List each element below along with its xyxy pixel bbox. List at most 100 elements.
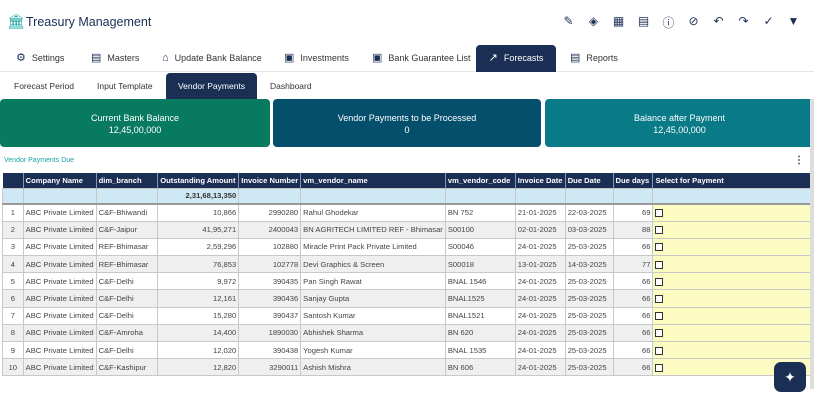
select-cell[interactable]: [652, 220, 814, 239]
cell: BN 606: [444, 358, 516, 377]
table-row[interactable]: 8 ABC Private Limited C&F-Amroha 14,400 1890…: [2, 323, 814, 343]
select-for-payment-checkbox[interactable]: [655, 226, 664, 235]
column-header[interactable]: [2, 173, 24, 188]
subtab-dashboard[interactable]: Dashboard: [270, 81, 312, 91]
select-for-payment-checkbox[interactable]: [655, 243, 664, 252]
select-for-payment-checkbox[interactable]: [655, 295, 664, 304]
cell: 2400043: [238, 220, 302, 239]
card-value: 12,45,00,000: [653, 125, 706, 135]
info-icon[interactable]: ⓘ: [662, 16, 675, 30]
select-cell[interactable]: [652, 306, 814, 325]
cell: BNAL 1535: [444, 340, 516, 360]
total-cell: [22, 187, 97, 205]
cell: ABC Private Limited: [22, 289, 97, 308]
cell: REF-Bhimasar: [95, 237, 159, 257]
card-label: Vendor Payments to be Processed: [337, 113, 477, 123]
table-row[interactable]: 2 ABC Private Limited C&F-Jaipur 41,95,271 2…: [2, 220, 814, 239]
hide-icon[interactable]: ⊘: [688, 14, 699, 28]
cell: 10,866: [157, 203, 240, 222]
table-row[interactable]: 6 ABC Private Limited C&F-Delhi 12,161 39043…: [2, 289, 814, 308]
tab-settings[interactable]: ⚙ Settings: [8, 45, 72, 72]
column-header[interactable]: Company Name: [23, 173, 97, 188]
subtab-vendor-payments[interactable]: Vendor Payments: [166, 73, 257, 99]
cell: 25-03-2025: [564, 323, 614, 343]
total-amount: 2,31,68,13,350: [157, 187, 240, 205]
select-cell[interactable]: [652, 237, 814, 257]
ai-assistant-button[interactable]: ✦: [774, 362, 806, 392]
column-header[interactable]: Select for Payment: [652, 173, 814, 188]
undo-icon[interactable]: ↶: [713, 14, 724, 28]
calculator-icon[interactable]: ▦: [612, 14, 625, 28]
cell: ABC Private Limited: [22, 323, 97, 343]
edit-icon[interactable]: ✎: [563, 14, 574, 28]
cell: 24-01-2025: [514, 272, 566, 291]
table-row[interactable]: 4 ABC Private Limited REF-Bhimasar 76,853 10…: [2, 255, 814, 274]
total-cell: [564, 187, 614, 205]
tab-bank-guarantee-list[interactable]: ▣ Bank Guarantee List: [364, 45, 478, 72]
cell: ABC Private Limited: [22, 220, 97, 239]
select-cell[interactable]: [652, 323, 814, 343]
column-header[interactable]: Invoice Date: [515, 173, 566, 188]
scrollbar[interactable]: [810, 99, 814, 389]
cell: BN 752: [444, 203, 516, 222]
cell: C&F-Bhiwandi: [95, 203, 159, 222]
check-icon[interactable]: ✓: [763, 14, 774, 28]
select-cell[interactable]: [652, 203, 814, 222]
cell: 88: [612, 220, 654, 239]
select-cell[interactable]: [652, 255, 814, 274]
select-cell[interactable]: [652, 289, 814, 308]
cell: S00046: [444, 237, 516, 257]
redo-icon[interactable]: ↷: [738, 14, 749, 28]
cell: ABC Private Limited: [22, 306, 97, 325]
tab-forecasts[interactable]: ↗ Forecasts: [476, 45, 556, 72]
select-for-payment-checkbox[interactable]: [655, 363, 664, 372]
row-number: 3: [2, 237, 24, 257]
select-cell[interactable]: [652, 340, 814, 360]
layers-icon[interactable]: ◈: [588, 14, 599, 28]
cell: 24-01-2025: [514, 289, 566, 308]
select-for-payment-checkbox[interactable]: [655, 329, 664, 338]
row-number: 10: [2, 358, 24, 377]
cell: 14,400: [157, 323, 240, 343]
copy-icon[interactable]: ▤: [637, 14, 650, 28]
subtab-forecast-period[interactable]: Forecast Period: [14, 81, 74, 91]
app-title: Treasury Management: [26, 15, 152, 29]
row-number: 6: [2, 289, 24, 308]
tab-masters[interactable]: ▤ Masters: [83, 45, 147, 72]
select-for-payment-checkbox[interactable]: [655, 312, 664, 321]
bank-icon: 🏛: [7, 13, 25, 29]
select-for-payment-checkbox[interactable]: [655, 209, 664, 218]
more-options-icon[interactable]: ⋮: [794, 155, 804, 166]
column-header[interactable]: dim_branch: [96, 173, 159, 188]
cell: 390436: [238, 289, 302, 308]
table-row[interactable]: 7 ABC Private Limited C&F-Delhi 15,280 39043…: [2, 306, 814, 325]
table-row[interactable]: 1 ABC Private Limited C&F-Bhiwandi 10,866 29…: [2, 203, 814, 222]
column-header[interactable]: Outstanding Amount: [157, 173, 240, 188]
vendor-payments-table: Company Name dim_branch Outstanding Amount…: [2, 173, 814, 377]
cell: ABC Private Limited: [22, 203, 97, 222]
filter-icon[interactable]: ▼: [787, 14, 800, 28]
select-cell[interactable]: [652, 272, 814, 291]
cell: 66: [612, 340, 654, 360]
select-for-payment-checkbox[interactable]: [655, 260, 664, 269]
select-for-payment-checkbox[interactable]: [655, 277, 664, 286]
table-row[interactable]: 10 ABC Private Limited C&F-Kashipur 12,820 3…: [2, 358, 814, 377]
column-header[interactable]: Due days: [613, 173, 654, 188]
cell: Devi Graphics & Screen: [300, 255, 446, 274]
cell: 3290011: [238, 358, 302, 377]
tab-reports[interactable]: ▤ Reports: [562, 45, 626, 72]
column-header[interactable]: vm_vendor_code: [445, 173, 516, 188]
cell: 15,280: [157, 306, 240, 325]
column-header[interactable]: Invoice Number: [238, 173, 302, 188]
table-row[interactable]: 3 ABC Private Limited REF-Bhimasar 2,59,296…: [2, 237, 814, 257]
subtab-input-template[interactable]: Input Template: [97, 81, 153, 91]
row-number: 8: [2, 323, 24, 343]
table-row[interactable]: 9 ABC Private Limited C&F-Delhi 12,020 39043…: [2, 340, 814, 360]
column-header[interactable]: vm_vendor_name: [300, 173, 446, 188]
tab-investments[interactable]: ▣ Investments: [276, 45, 357, 72]
column-header[interactable]: Due Date: [565, 173, 614, 188]
table-row[interactable]: 5 ABC Private Limited C&F-Delhi 9,972 390435…: [2, 272, 814, 291]
select-for-payment-checkbox[interactable]: [655, 346, 664, 355]
tab-update-bank-balance[interactable]: ⌂ Update Bank Balance: [154, 45, 270, 72]
cell: 9,972: [157, 272, 240, 291]
